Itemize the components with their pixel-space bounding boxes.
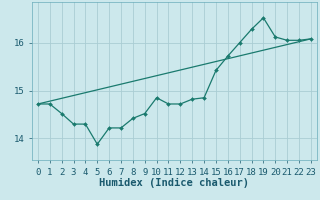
X-axis label: Humidex (Indice chaleur): Humidex (Indice chaleur) [100,178,249,188]
